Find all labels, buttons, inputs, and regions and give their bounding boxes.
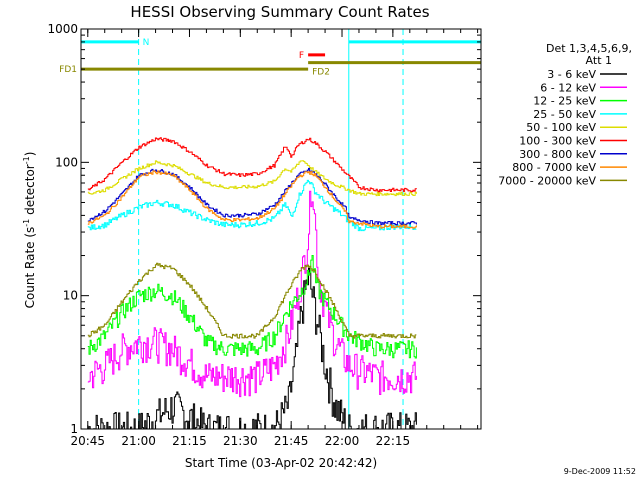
series-line <box>87 160 417 197</box>
x-axis-ticks: 20:45 21:00 21:15 21:30 21:45 22:00 22:15 <box>70 29 479 448</box>
annotation-label: FD2 <box>312 68 330 78</box>
x-tick-label: 21:00 <box>121 434 156 448</box>
x-axis-label: Start Time (03-Apr-02 20:42:42) <box>185 456 377 470</box>
annotation-label: FD1 <box>59 65 77 75</box>
chart-title: HESSI Observing Summary Count Rates <box>130 3 429 21</box>
legend-entry-label: 12 - 25 keV <box>533 95 596 108</box>
plot-frame <box>80 28 482 430</box>
legend-entry-label: 50 - 100 keV <box>526 121 596 134</box>
legend-entry-label: 6 - 12 keV <box>540 81 596 94</box>
legend-header-1: Det 1,3,4,5,6,9, <box>546 42 632 55</box>
y-tick-label: 10 <box>63 289 78 303</box>
x-tick-label: 22:15 <box>376 434 411 448</box>
y-tick-label: 1000 <box>47 22 78 36</box>
x-tick-label: 20:45 <box>70 434 105 448</box>
legend-entry-label: 3 - 6 keV <box>547 68 596 81</box>
series-line <box>87 262 417 339</box>
y-tick-label: 1 <box>70 422 78 436</box>
y-tick-label: 100 <box>55 155 78 169</box>
x-tick-label: 22:00 <box>325 434 360 448</box>
series-line <box>87 179 417 232</box>
legend-entry-label: 7000 - 20000 keV <box>498 174 596 187</box>
y-axis-label: Count Rate (s-1 detector-1) <box>22 152 37 309</box>
x-tick-label: 21:15 <box>172 434 207 448</box>
x-tick-label: 21:30 <box>223 434 258 448</box>
plot-area: N F FD1 FD2 <box>59 28 482 430</box>
series-line <box>87 137 417 193</box>
series-line <box>87 167 417 226</box>
legend-entry-label: 800 - 7000 keV <box>512 161 596 174</box>
footer-stamp: 9-Dec-2009 11:52 <box>564 467 636 476</box>
series-line <box>87 255 417 359</box>
y-axis-ticks: 1 10 100 1000 <box>47 22 481 436</box>
annotation-label: F <box>299 51 304 61</box>
legend-entry-label: 100 - 300 keV <box>519 135 596 148</box>
legend-entry-label: 25 - 50 keV <box>533 108 596 121</box>
legend-header-2: Att 1 <box>586 54 612 67</box>
series-line <box>87 190 417 398</box>
x-tick-label: 21:45 <box>274 434 309 448</box>
series-line <box>87 170 417 229</box>
annotation-label: N <box>143 38 150 48</box>
legend-entry-label: 300 - 800 keV <box>519 148 596 161</box>
